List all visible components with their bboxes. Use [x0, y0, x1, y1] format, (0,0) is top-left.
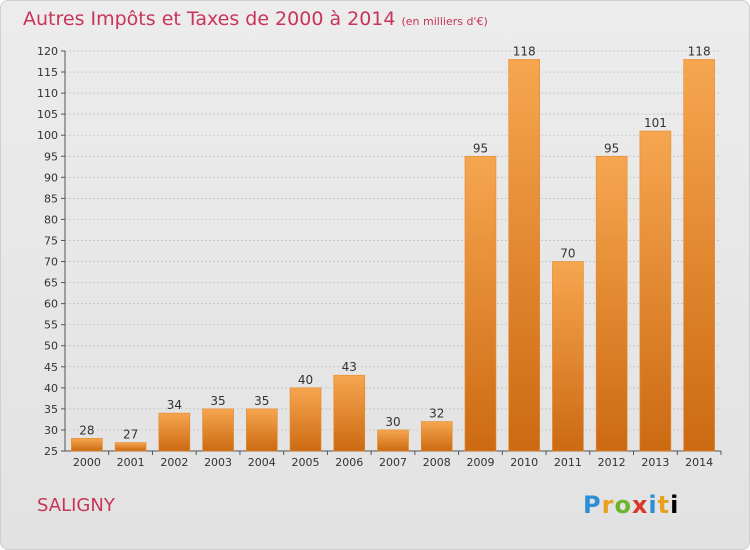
bar-value-label: 27 [123, 428, 138, 442]
y-tick-label: 65 [44, 277, 58, 290]
bar-value-label: 35 [254, 394, 269, 408]
bar-value-label: 32 [429, 407, 444, 421]
bar-value-label: 30 [385, 415, 400, 429]
x-tick-label: 2006 [335, 456, 363, 469]
y-tick-label: 80 [44, 213, 58, 226]
bar-value-label: 101 [644, 116, 667, 130]
x-tick-label: 2013 [641, 456, 669, 469]
bar [289, 387, 322, 452]
y-tick-label: 100 [37, 129, 58, 142]
x-tick-label: 2001 [117, 456, 145, 469]
bar [202, 408, 234, 452]
bar [71, 438, 103, 452]
chart-subtitle: (en milliers d'€) [401, 15, 488, 28]
bar-value-label: 28 [79, 423, 94, 437]
y-tick-label: 55 [44, 319, 58, 332]
bar [552, 261, 584, 452]
y-tick-label: 30 [44, 424, 58, 437]
bar [333, 374, 366, 452]
x-tick-label: 2008 [423, 456, 451, 469]
bar-value-label: 35 [210, 394, 225, 408]
x-tick-label: 2010 [510, 456, 538, 469]
y-tick-label: 90 [44, 171, 58, 184]
y-tick-label: 85 [44, 192, 58, 205]
bar-value-label: 95 [604, 141, 619, 155]
bar [464, 155, 497, 452]
x-tick-label: 2000 [73, 456, 101, 469]
city-name: SALIGNY [37, 495, 115, 516]
y-tick-label: 120 [37, 45, 58, 58]
bar [158, 412, 191, 452]
x-tick-label: 2011 [554, 456, 582, 469]
bar-value-label: 43 [342, 360, 357, 374]
x-tick-label: 2012 [598, 456, 626, 469]
y-tick-label: 35 [44, 403, 58, 416]
y-tick-label: 40 [44, 382, 58, 395]
chart-title: Autres Impôts et Taxes de 2000 à 2014 (en… [23, 8, 488, 30]
bar-value-label: 40 [298, 373, 313, 387]
x-tick-label: 2009 [466, 456, 494, 469]
y-tick-label: 70 [44, 256, 58, 269]
bar [377, 429, 409, 452]
y-tick-label: 115 [37, 66, 58, 79]
y-tick-label: 25 [44, 445, 58, 458]
bar-value-label: 118 [513, 44, 536, 58]
x-tick-label: 2002 [160, 456, 188, 469]
x-tick-label: 2007 [379, 456, 407, 469]
bar-value-label: 118 [688, 44, 711, 58]
bar [420, 421, 453, 452]
bar [639, 130, 672, 452]
x-tick-label: 2004 [248, 456, 276, 469]
y-tick-label: 50 [44, 340, 58, 353]
y-tick-label: 110 [37, 87, 58, 100]
chart-title-text: Autres Impôts et Taxes de 2000 à 2014 [23, 8, 396, 30]
y-tick-label: 95 [44, 150, 58, 163]
bar [595, 155, 628, 452]
x-tick-label: 2003 [204, 456, 232, 469]
x-tick-label: 2005 [292, 456, 320, 469]
bar-value-label: 70 [560, 247, 575, 261]
bar [508, 59, 541, 452]
y-tick-label: 60 [44, 298, 58, 311]
bar-value-label: 95 [473, 141, 488, 155]
bar [246, 408, 278, 452]
y-tick-label: 45 [44, 361, 58, 374]
bar [683, 59, 715, 452]
y-tick-label: 75 [44, 234, 58, 247]
y-tick-label: 105 [37, 108, 58, 121]
proxiti-logo: Proxiti [583, 491, 680, 519]
bar [114, 442, 147, 452]
bar-value-label: 34 [167, 398, 182, 412]
x-tick-label: 2014 [685, 456, 713, 469]
